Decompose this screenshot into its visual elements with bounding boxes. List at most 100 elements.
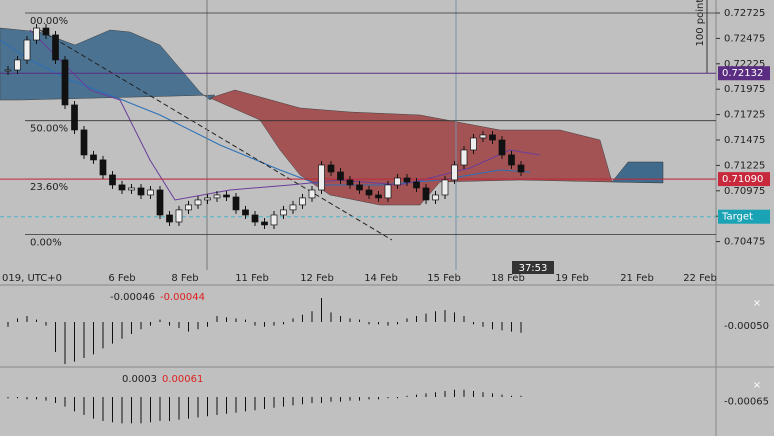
candle	[71, 104, 78, 131]
candle	[204, 197, 211, 201]
badge-label: 0.72132	[722, 68, 763, 79]
fib-label: 0.00%	[30, 237, 62, 248]
candle	[147, 189, 154, 196]
time-label: 12 Feb	[300, 273, 334, 284]
fib-label: 23.60%	[30, 182, 68, 193]
candle	[4, 69, 12, 72]
candle	[14, 59, 21, 71]
timer-box	[512, 261, 554, 274]
time-label: 21 Feb	[620, 273, 654, 284]
price-badge	[718, 172, 770, 187]
candle	[441, 179, 449, 196]
time-label: 22 Feb	[683, 273, 717, 284]
candle	[194, 199, 202, 206]
indicator-value: 0.0003	[122, 374, 157, 385]
candle	[137, 187, 145, 196]
indicator-current: 0.00061	[162, 374, 203, 385]
candle	[175, 209, 183, 223]
candle	[156, 189, 164, 216]
price-badge	[718, 209, 770, 224]
price-label: 0.70475	[724, 237, 765, 248]
candle	[90, 154, 97, 161]
candle	[232, 196, 240, 211]
price-badge	[718, 66, 770, 81]
time-label: 8 Feb	[171, 273, 198, 284]
candle	[52, 34, 59, 61]
indicator-value: -0.00046	[110, 292, 155, 303]
candle	[508, 154, 515, 166]
badge-label: 0.71090	[722, 174, 763, 185]
candle	[128, 187, 135, 191]
candle	[33, 27, 40, 41]
time-label: 11 Feb	[235, 273, 269, 284]
time-label: 18 Feb	[491, 273, 525, 284]
points-label: 100 points	[695, 0, 706, 46]
trend-line	[39, 29, 393, 241]
candle	[185, 204, 192, 211]
indicator-axis-label: -0.00065	[724, 397, 769, 408]
candle	[261, 221, 268, 226]
price-label: 0.72225	[724, 59, 765, 70]
candle	[375, 194, 382, 199]
candle	[242, 209, 249, 216]
candle	[432, 194, 439, 201]
candle	[289, 204, 297, 211]
candle	[308, 189, 316, 199]
candle	[489, 134, 496, 141]
price-label: 0.72725	[724, 8, 765, 19]
candle	[422, 187, 430, 201]
candle	[337, 171, 344, 181]
candle	[451, 164, 458, 181]
tenkan-line	[29, 29, 541, 201]
candle	[470, 137, 477, 151]
price-label: 0.70975	[724, 186, 765, 197]
price-label: 0.71475	[724, 135, 765, 146]
candle	[498, 139, 506, 156]
close-button[interactable]: ×	[753, 380, 761, 391]
candle	[99, 159, 107, 176]
candle	[318, 164, 325, 191]
candle	[80, 129, 88, 156]
dynamic: 0.72725 0.72475 0.72225 0.71975 0.71725 0.714…	[0, 8, 770, 424]
candle	[460, 149, 468, 166]
candle	[403, 177, 411, 183]
candle	[270, 214, 278, 226]
candle	[413, 181, 420, 189]
candle	[251, 214, 259, 223]
candle	[280, 209, 287, 216]
candle	[213, 194, 221, 199]
time-label: 6 Feb	[108, 273, 135, 284]
candle	[223, 194, 230, 198]
candle	[517, 164, 525, 173]
badge-label: Target	[721, 212, 753, 223]
price-label: 0.71975	[724, 84, 765, 95]
candle	[42, 27, 50, 36]
indicator-axis-label: -0.00050	[724, 321, 769, 332]
time-label: 019, UTC+0	[2, 273, 62, 284]
candle	[23, 39, 31, 61]
candle	[61, 59, 69, 106]
cloud-blue-future	[611, 161, 664, 184]
candle	[109, 174, 116, 186]
candle	[118, 184, 126, 191]
price-label: 0.71725	[724, 110, 765, 121]
candle	[166, 214, 173, 223]
time-label: 15 Feb	[427, 273, 461, 284]
close-button[interactable]: ×	[753, 298, 761, 309]
cloud-red	[209, 89, 613, 206]
candle	[479, 134, 487, 139]
candle	[299, 197, 306, 206]
time-label: 14 Feb	[364, 273, 398, 284]
price-label: 0.71225	[724, 160, 765, 171]
price-label: 0.72475	[724, 33, 765, 44]
fib-label: 50.00%	[30, 124, 68, 135]
fib-label: 00.00%	[30, 16, 68, 27]
candle	[365, 189, 373, 196]
candle	[346, 179, 354, 186]
timer: 37:53	[519, 263, 548, 274]
candle	[394, 177, 401, 186]
candle	[384, 184, 392, 199]
indicator-current: -0.00044	[160, 292, 205, 303]
candle	[356, 184, 363, 191]
